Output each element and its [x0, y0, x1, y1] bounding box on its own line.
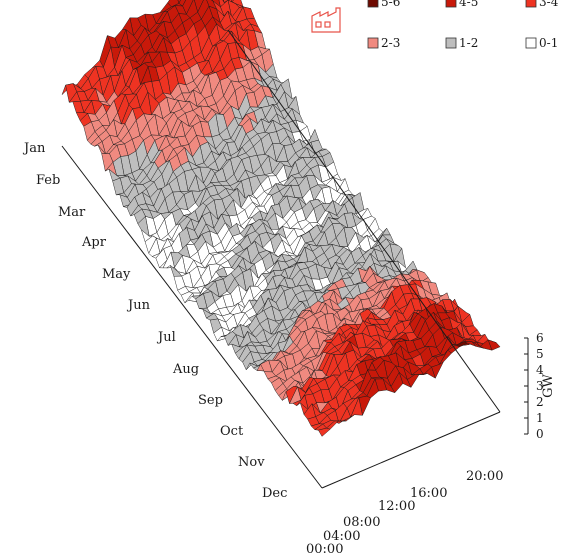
month-label-dec: Dec — [262, 486, 287, 501]
gw-tick-label-1: 1 — [536, 411, 544, 425]
legend-swatch-4-5 — [445, 0, 457, 8]
legend-item-4-5: 4-5 — [445, 0, 478, 9]
surface-cell — [318, 427, 331, 437]
legend-label-4-5: 4-5 — [459, 0, 478, 9]
legend-label-0-1: 0-1 — [539, 36, 558, 50]
month-label-aug: Aug — [172, 362, 199, 377]
surface-mesh — [61, 0, 501, 489]
legend-swatch-3-4 — [525, 0, 537, 8]
gw-axis-title: GW — [541, 373, 556, 397]
gw-tick-label-5: 5 — [536, 347, 544, 361]
right-base-edge — [227, 29, 501, 413]
legend-swatch-2-3 — [367, 37, 379, 49]
legend-label-3-4: 3-4 — [539, 0, 559, 9]
gw-tick-label-4: 4 — [536, 363, 544, 377]
hour-label-0800: 08:00 — [343, 515, 380, 530]
legend-label-2-3: 2-3 — [381, 36, 400, 50]
month-label-jan: Jan — [22, 141, 46, 156]
hour-axis: 00:00 04:00 08:00 12:00 16:00 20:00 — [306, 469, 503, 557]
month-label-feb: Feb — [36, 173, 60, 188]
hour-axis-line — [321, 411, 501, 489]
month-label-sep: Sep — [198, 393, 223, 408]
gw-tick-label-2: 2 — [536, 395, 544, 409]
month-label-nov: Nov — [238, 455, 265, 470]
hour-label-2000: 20:00 — [466, 469, 503, 484]
hour-label-0000: 00:00 — [306, 542, 343, 557]
legend-item-0-1: 0-1 — [525, 36, 558, 50]
hour-label-0400: 04:00 — [323, 529, 360, 544]
gw-tick-label-0: 0 — [536, 427, 544, 441]
legend: 5-6 4-5 3-4 2-3 1-2 0-1 — [311, 0, 559, 50]
month-label-oct: Oct — [220, 424, 244, 439]
surface-cell — [177, 0, 181, 4]
gw-axis: 0 1 2 3 4 5 6 GW — [524, 331, 556, 441]
legend-item-1-2: 1-2 — [445, 36, 478, 50]
month-label-jul: Jul — [156, 330, 176, 345]
legend-swatch-5-6 — [367, 0, 379, 8]
legend-item-2-3: 2-3 — [367, 36, 400, 50]
month-axis-line — [61, 145, 323, 489]
hour-label-1200: 12:00 — [378, 499, 415, 514]
legend-swatch-0-1 — [525, 37, 537, 49]
month-label-mar: Mar — [58, 205, 86, 220]
month-axis: Jan Feb Mar Apr May Jun Jul Aug Sep Oct … — [22, 141, 287, 501]
month-label-may: May — [102, 267, 131, 282]
month-label-apr: Apr — [81, 235, 107, 250]
gw-tick-label-6: 6 — [536, 331, 544, 345]
month-label-jun: Jun — [126, 298, 151, 313]
legend-label-1-2: 1-2 — [459, 36, 478, 50]
legend-item-5-6: 5-6 — [367, 0, 400, 9]
gw-tick-label-3: 3 — [536, 379, 544, 393]
factory-icon — [311, 7, 341, 33]
hour-label-1600: 16:00 — [410, 486, 447, 501]
legend-swatch-1-2 — [445, 37, 457, 49]
legend-item-3-4: 3-4 — [525, 0, 559, 9]
legend-label-5-6: 5-6 — [381, 0, 400, 9]
